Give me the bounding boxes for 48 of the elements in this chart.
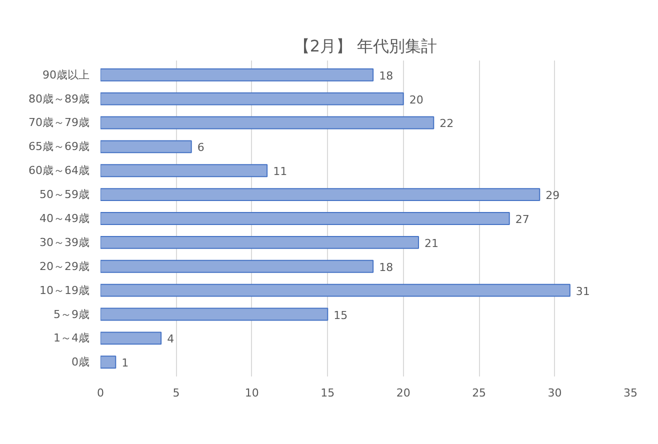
bar: [100, 92, 404, 106]
x-tick-label: 10: [244, 386, 259, 400]
data-label: 1: [122, 356, 129, 370]
bar: [100, 164, 268, 178]
bar: [100, 140, 192, 154]
x-tick-label: 0: [97, 386, 104, 400]
y-tick-label: 40～49歳: [40, 212, 90, 225]
data-label: 20: [409, 93, 424, 106]
data-label: 29: [546, 189, 560, 202]
data-label: 18: [379, 69, 394, 82]
bar: [100, 260, 374, 273]
y-tick-label: 65歳～69歳: [28, 140, 90, 154]
y-tick-label: 30～39歳: [40, 236, 90, 249]
data-label: 11: [273, 165, 288, 178]
bar: [100, 284, 570, 297]
y-tick-label: 20～29歳: [40, 260, 90, 273]
bar: [100, 308, 328, 321]
bar: [100, 356, 116, 369]
bar: [100, 68, 374, 82]
bar: [100, 332, 162, 345]
x-tick-label: 30: [548, 386, 562, 400]
data-label: 15: [334, 308, 348, 322]
data-label: 4: [167, 332, 174, 346]
y-tick-label: 0歳: [72, 356, 90, 369]
y-tick-label: 90歳以上: [42, 68, 90, 82]
data-label: 27: [515, 213, 530, 226]
y-tick-label: 80歳～89歳: [28, 92, 90, 106]
y-tick-label: 60歳～64歳: [28, 164, 90, 178]
x-tick-label: 25: [472, 386, 486, 400]
data-label: 31: [576, 284, 590, 298]
x-tick-label: 35: [624, 386, 638, 400]
x-tick-label: 5: [172, 386, 180, 400]
y-tick-label: 5～9歳: [54, 308, 90, 321]
data-label: 21: [424, 236, 438, 250]
data-label: 22: [440, 117, 454, 130]
bar: [100, 212, 510, 225]
chart-title: 【2月】 年代別集計: [294, 36, 438, 56]
y-tick-label: 50～59歳: [40, 188, 90, 202]
y-tick-label: 10～19歳: [40, 284, 90, 297]
x-tick-label: 20: [396, 386, 410, 400]
bar: [100, 188, 540, 202]
data-label: 6: [197, 141, 204, 154]
bar: [100, 236, 419, 249]
y-tick-label: 70歳～79歳: [28, 116, 90, 130]
x-tick-label: 15: [320, 386, 335, 400]
bar: [100, 116, 434, 130]
data-label: 18: [379, 260, 394, 274]
y-tick-label: 1～4歳: [54, 332, 90, 345]
